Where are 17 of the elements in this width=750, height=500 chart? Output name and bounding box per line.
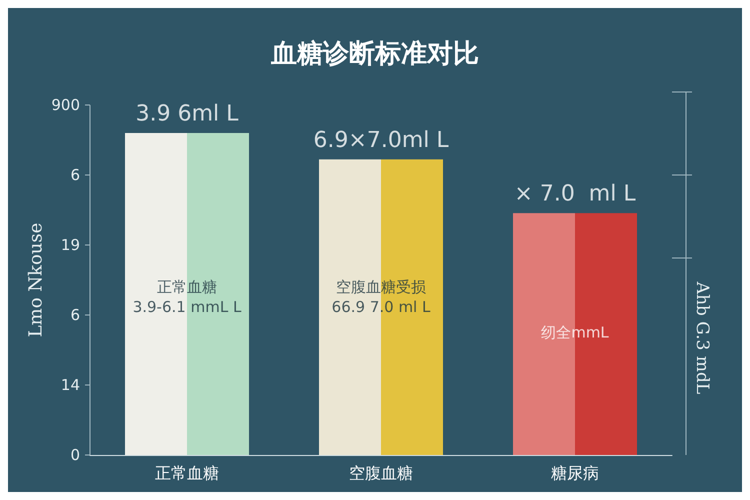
text: 6 [70,166,80,184]
y-axis-title: Lmo Nkouse [26,222,46,338]
x-tick-label: 空腹血糖 [349,464,413,482]
text: 0 [70,446,80,464]
annotation: 3.9 6ml L [136,102,240,126]
text: 6 [70,306,80,324]
y2-axis-title: Ahb G.3 mdL [692,280,712,394]
x-tick-label: 糖尿病 [551,464,599,482]
text: 900 [51,96,80,114]
chart-title: 血糖诊断标准对比 [270,39,479,69]
text: 14 [60,376,80,394]
x-tick-label: 正常血糖 [155,464,219,482]
annotation: 正常血糖 3.9-6.1 mmL L [132,278,242,316]
annotation: 6.9×7.0ml L [313,128,450,153]
annotation: × 7.0 ml L [514,182,636,207]
text: 19 [60,236,80,254]
annotation: 纫全mmL [541,324,610,342]
